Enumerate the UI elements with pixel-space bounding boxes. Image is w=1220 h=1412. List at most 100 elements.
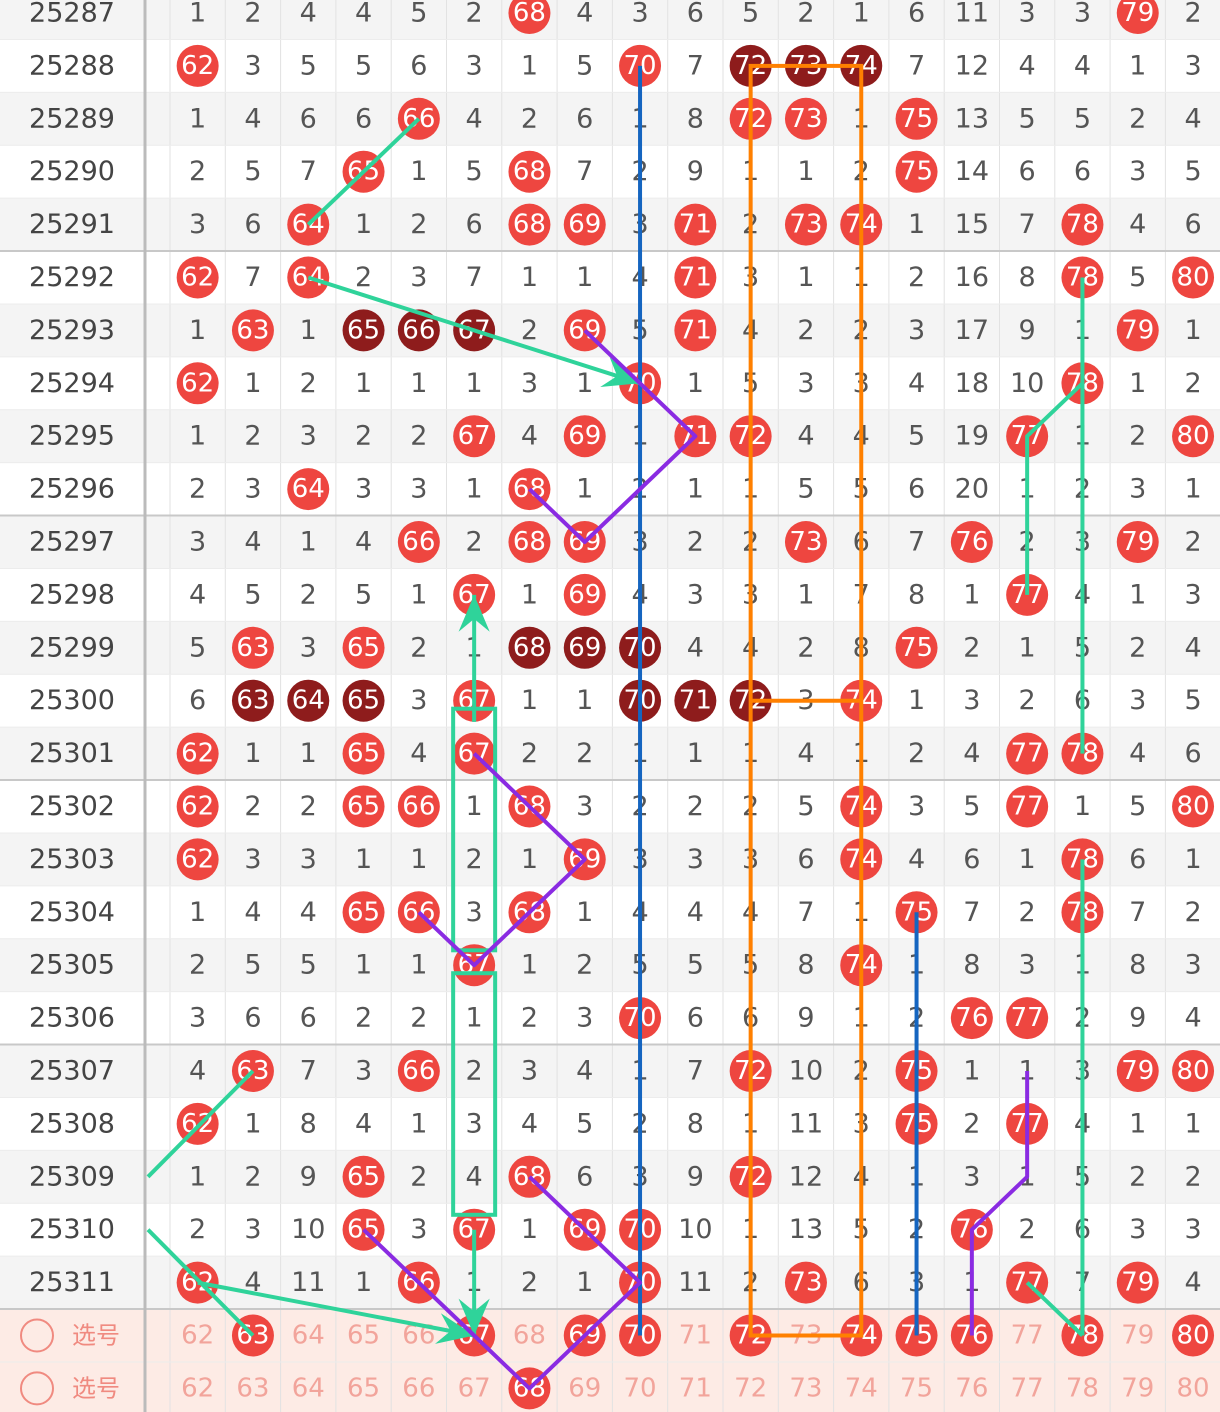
miss-count: 1 [797, 579, 814, 610]
arrow-head [458, 594, 490, 632]
miss-count: 1 [576, 474, 593, 505]
miss-count: 1 [1129, 579, 1146, 610]
hit-ball [784, 203, 827, 246]
hit-number: 68 [513, 633, 546, 663]
hit-number: 77 [1011, 739, 1044, 769]
footer-number: 65 [347, 1321, 380, 1351]
miss-count: 1 [963, 1056, 980, 1087]
footer-number: 78 [1066, 1373, 1099, 1403]
period: 25299 [29, 632, 115, 663]
green-box [451, 971, 498, 1217]
miss-count: 2 [244, 421, 261, 452]
miss-count: 5 [1129, 791, 1146, 822]
trend-line [197, 1280, 475, 1338]
miss-count: 2 [300, 791, 317, 822]
miss-count: 5 [1019, 103, 1036, 134]
miss-count: 1 [355, 368, 372, 399]
row-bg [0, 0, 1220, 40]
miss-count: 2 [521, 1003, 538, 1034]
miss-count: 6 [300, 103, 317, 134]
miss-count: 3 [189, 527, 206, 558]
miss-count: 1 [244, 1108, 261, 1139]
period: 25291 [29, 209, 115, 240]
miss-count: 1 [189, 0, 206, 29]
miss-count: 4 [466, 1161, 483, 1192]
miss-count: 6 [576, 1161, 593, 1192]
period: 25303 [29, 844, 115, 875]
miss-count: 2 [1129, 421, 1146, 452]
hit-number: 77 [1011, 792, 1044, 822]
miss-count: 2 [963, 632, 980, 663]
miss-count: 12 [789, 1161, 823, 1192]
select-icon [20, 1371, 54, 1406]
miss-count: 9 [687, 1161, 704, 1192]
miss-count: 3 [1129, 474, 1146, 505]
hit-number: 80 [1177, 421, 1210, 451]
hit-number: 75 [900, 157, 933, 187]
hit-ball [176, 732, 219, 775]
period: 25288 [29, 50, 115, 81]
miss-count: 15 [955, 209, 989, 240]
miss-count: 1 [466, 474, 483, 505]
miss-count: 2 [244, 0, 261, 29]
miss-count: 3 [1184, 950, 1201, 981]
hit-ball [508, 626, 551, 669]
footer-bg [0, 1309, 1220, 1362]
hit-number: 76 [955, 527, 988, 557]
miss-count: 1 [1184, 315, 1201, 346]
miss-count: 5 [300, 50, 317, 81]
miss-count: 9 [687, 156, 704, 187]
hit-number: 80 [1177, 1056, 1210, 1086]
miss-count: 2 [466, 1056, 483, 1087]
miss-count: 5 [466, 156, 483, 187]
period: 25292 [29, 262, 115, 293]
miss-count: 2 [908, 262, 925, 293]
hit-number: 78 [1066, 210, 1099, 240]
miss-count: 1 [908, 209, 925, 240]
period: 25307 [29, 1056, 115, 1087]
miss-count: 3 [189, 1003, 206, 1034]
miss-count: 7 [244, 262, 261, 293]
miss-count: 1 [576, 897, 593, 928]
miss-count: 10 [789, 1056, 823, 1087]
miss-count: 4 [1129, 209, 1146, 240]
footer-number: 70 [624, 1373, 657, 1403]
footer-number: 68 [513, 1321, 546, 1351]
miss-count: 11 [678, 1267, 712, 1298]
hit-ball [342, 732, 385, 775]
period: 25287 [29, 0, 115, 29]
miss-count: 6 [963, 844, 980, 875]
hit-ball [287, 679, 330, 722]
hit-number: 79 [1121, 527, 1154, 557]
hit-ball [176, 785, 219, 828]
period: 25311 [29, 1267, 115, 1298]
miss-count: 1 [576, 262, 593, 293]
hit-number: 65 [347, 792, 380, 822]
hit-number: 79 [1121, 1056, 1154, 1086]
miss-count: 1 [410, 368, 427, 399]
row-bg [0, 92, 1220, 146]
miss-count: 1 [521, 950, 538, 981]
hit-ball [231, 309, 274, 352]
row-bg [0, 1203, 1220, 1257]
hit-ball [342, 626, 385, 669]
miss-count: 4 [1184, 103, 1201, 134]
miss-count: 7 [1129, 897, 1146, 928]
miss-count: 3 [576, 791, 593, 822]
miss-count: 3 [576, 1003, 593, 1034]
miss-count: 3 [410, 685, 427, 716]
miss-count: 6 [466, 209, 483, 240]
trend-line [362, 1175, 643, 1391]
hit-number: 73 [789, 1268, 822, 1298]
trend-line [307, 275, 641, 386]
row-bg [0, 303, 1220, 357]
hit-number: 65 [347, 739, 380, 769]
footer-number: 77 [1011, 1373, 1044, 1403]
hit-ball [1116, 1050, 1159, 1092]
miss-count: 5 [1184, 156, 1201, 187]
miss-count: 2 [1184, 897, 1201, 928]
miss-count: 4 [189, 579, 206, 610]
miss-count: 1 [1184, 474, 1201, 505]
miss-count: 2 [687, 791, 704, 822]
miss-count: 2 [410, 421, 427, 452]
